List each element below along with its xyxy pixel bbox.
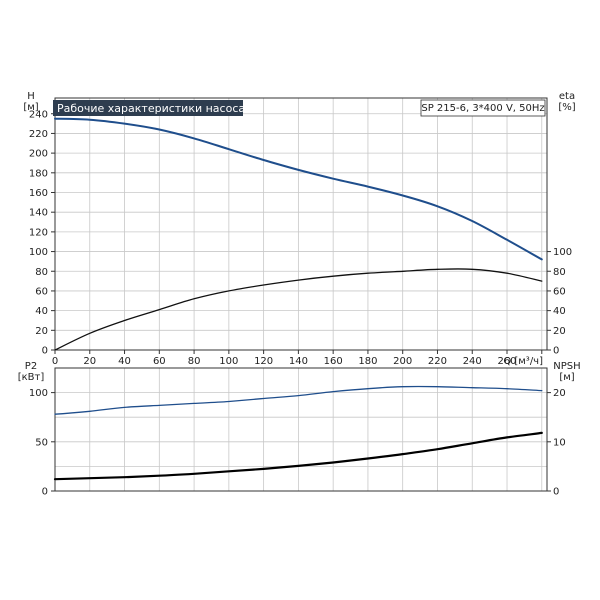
y-left-tick-label: 100 [29,247,48,258]
y-left-tick-label: 0 [42,346,48,357]
x-tick-label: 100 [219,356,238,367]
x-tick-label: 20 [83,356,96,367]
series-line-1-0 [54,385,543,415]
y-left-tick-label: 200 [29,149,48,160]
y-right-tick-label: 20 [553,326,566,337]
y-left-tick-label: 220 [29,129,48,140]
y-left-tick-label: 40 [35,306,48,317]
y-right-tick-label: 10 [553,437,566,448]
series-line-0-0 [54,117,543,261]
x-tick-label: 260 [497,356,516,367]
model-label: SP 215-6, 3*400 V, 50Hz [421,103,544,114]
x-tick-label: 160 [324,356,343,367]
y-right-tick-label: 40 [553,306,566,317]
plot-frame [54,97,548,351]
y-left-tick-label: 50 [35,437,48,448]
series-line-0-1 [54,268,543,351]
y-right-tick-label: 0 [553,346,559,357]
model-label-box [420,99,546,117]
x-tick-label: 240 [463,356,482,367]
y-right-axis-unit: [м] [559,372,574,383]
y-right-axis-name: eta [559,91,575,102]
x-tick-label: 200 [393,356,412,367]
x-tick-label: 60 [153,356,166,367]
y-left-tick-label: 120 [29,227,48,238]
y-left-tick-label: 60 [35,286,48,297]
y-left-tick-label: 100 [29,388,48,399]
x-axis-label: Q [м³/ч] [503,356,543,367]
plot-frame [54,367,548,492]
y-left-tick-label: 160 [29,188,48,199]
chart-title-box [53,100,243,116]
y-left-tick-label: 80 [35,267,48,278]
y-right-tick-label: 20 [553,388,566,399]
x-tick-label: 40 [118,356,131,367]
y-right-axis-unit: [%] [558,102,575,113]
y-left-axis-name: H [27,91,35,102]
y-right-tick-label: 60 [553,286,566,297]
series-line-1-1 [53,431,543,481]
y-left-axis-unit: [м] [23,102,38,113]
y-right-tick-label: 0 [553,487,559,498]
chart-title: Рабочие характеристики насоса [57,102,245,115]
y-left-axis-unit: [кВт] [18,372,45,383]
y-right-axis-name: NPSH [553,361,580,372]
y-right-tick-label: 80 [553,267,566,278]
y-left-tick-label: 180 [29,168,48,179]
x-tick-label: 80 [188,356,201,367]
y-right-tick-label: 100 [553,247,572,258]
x-tick-label: 180 [358,356,377,367]
y-left-tick-label: 240 [29,109,48,120]
x-tick-label: 0 [52,356,58,367]
x-tick-label: 140 [289,356,308,367]
y-left-tick-label: 20 [35,326,48,337]
x-tick-label: 120 [254,356,273,367]
y-left-tick-label: 0 [42,487,48,498]
y-left-axis-name: P2 [25,361,37,372]
x-tick-label: 220 [428,356,447,367]
y-left-tick-label: 140 [29,208,48,219]
